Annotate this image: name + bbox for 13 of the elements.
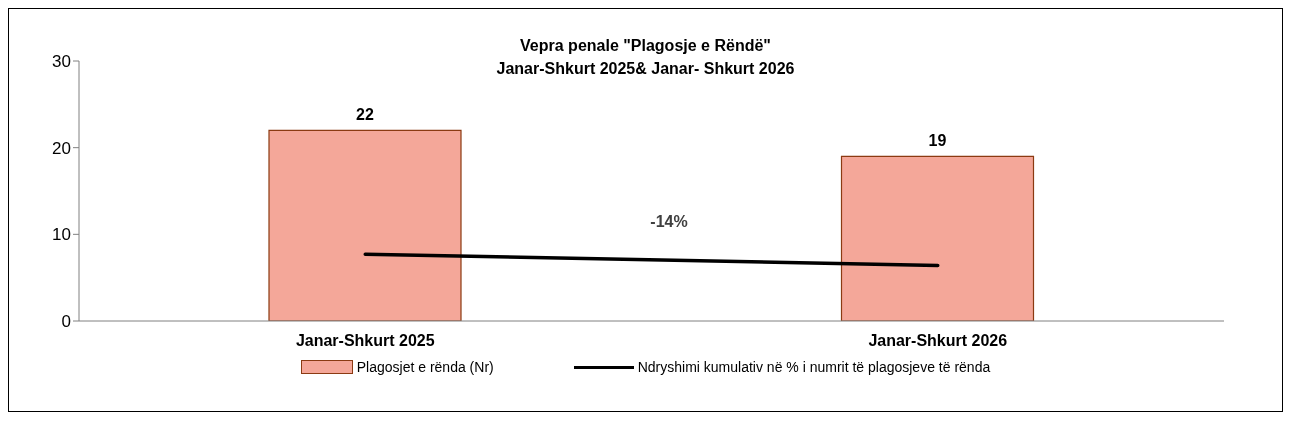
y-tick-label: 20 bbox=[52, 138, 71, 158]
annotation: -14% bbox=[649, 213, 689, 231]
y-tick-label: 30 bbox=[52, 52, 71, 72]
legend-label: Ndryshimi kumulativ në % i numrit të plagosjeve të rënda bbox=[637, 359, 991, 375]
legend-label: Plagosjet e rënda (Nr) bbox=[356, 359, 494, 375]
chart-title: Vepra penale "Plagosje e Rëndë" bbox=[520, 37, 771, 54]
x-tick-label: Janar-Shkurt 2025 bbox=[295, 332, 435, 350]
y-tick-label: 10 bbox=[52, 225, 71, 245]
data-label: 22 bbox=[356, 106, 374, 124]
data-label: 19 bbox=[928, 132, 947, 150]
y-tick-label: 0 bbox=[61, 312, 71, 332]
x-tick-label: Janar-Shkurt 2026 bbox=[868, 332, 1008, 350]
chart-subtitle: Janar-Shkurt 2025& Janar- Shkurt 2026 bbox=[496, 60, 795, 77]
